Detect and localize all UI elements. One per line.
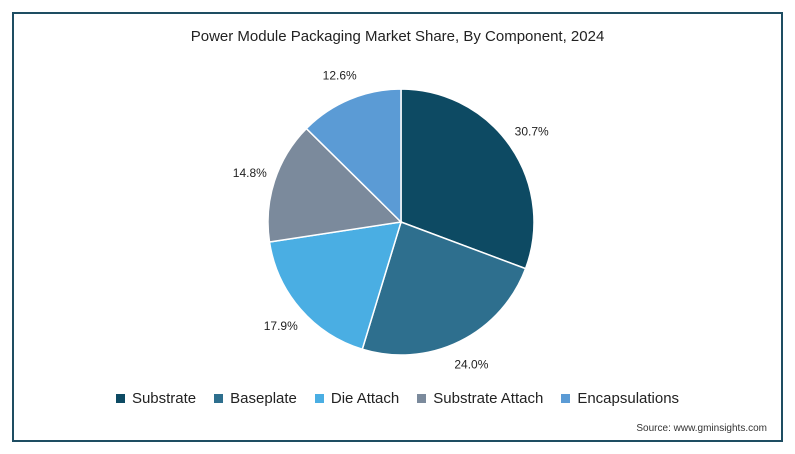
pie-slice-substrate (400, 88, 535, 270)
legend-swatch (214, 394, 224, 403)
legend-item-baseplate: Baseplate (214, 390, 297, 407)
legend-swatch (314, 394, 324, 403)
slice-label: 14.8% (233, 166, 267, 180)
pie-slice-die-attach (268, 221, 403, 351)
chart-legend: Substrate Baseplate Die Attach Substrate… (0, 390, 795, 407)
legend-label: Baseplate (230, 390, 297, 407)
legend-label: Substrate Attach (433, 390, 544, 407)
chart-title: Power Module Packaging Market Share, By … (190, 28, 605, 45)
legend-swatch (115, 394, 125, 403)
legend-item-die-attach: Die Attach (314, 390, 400, 407)
legend-label: Substrate (131, 390, 197, 407)
slice-label: 17.9% (264, 319, 298, 333)
slice-label: 30.7% (515, 124, 549, 138)
legend-item-substrate: Substrate (115, 390, 197, 407)
legend-label: Encapsulations (577, 390, 680, 407)
pie-slice-substrate-attach (267, 127, 403, 243)
legend-label: Die Attach (330, 390, 400, 407)
pie-slice-encapsulations (305, 88, 402, 224)
legend-item-substrate-attach: Substrate Attach (417, 390, 543, 407)
legend-swatch (561, 394, 571, 403)
legend-swatch (417, 394, 427, 403)
slice-label: 24.0% (454, 358, 488, 372)
legend-item-encapsulations: Encapsulations (561, 390, 679, 407)
source-note: Source: www.gminsights.com (636, 423, 767, 434)
slice-label: 12.6% (323, 68, 357, 82)
pie-slice-baseplate (361, 221, 527, 356)
